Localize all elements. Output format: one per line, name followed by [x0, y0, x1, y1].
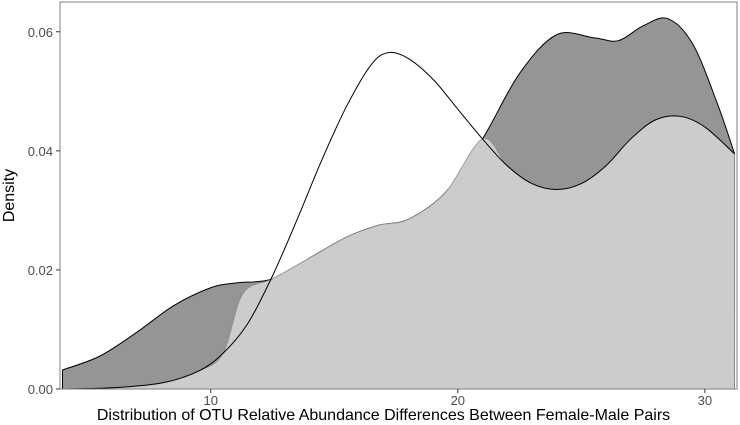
- x-axis-title: Distribution of OTU Relative Abundance D…: [97, 407, 670, 424]
- density-curve-outline: [62, 51, 735, 390]
- x-tick-label: 10: [203, 393, 217, 408]
- density-areas: [61, 17, 736, 390]
- y-axis: 0.00 0.02 0.04 0.06: [28, 25, 60, 397]
- x-tick-label: 20: [451, 393, 465, 408]
- y-tick-label: 0.06: [28, 25, 53, 40]
- y-tick-label: 0.04: [28, 144, 53, 159]
- plot-panel-border: [59, 1, 738, 390]
- x-axis: 10 20 30: [203, 389, 712, 408]
- y-tick-label: 0.02: [28, 263, 53, 278]
- y-tick-label: 0.00: [28, 382, 53, 397]
- y-axis-title: Density: [1, 169, 18, 222]
- x-tick-label: 30: [698, 393, 712, 408]
